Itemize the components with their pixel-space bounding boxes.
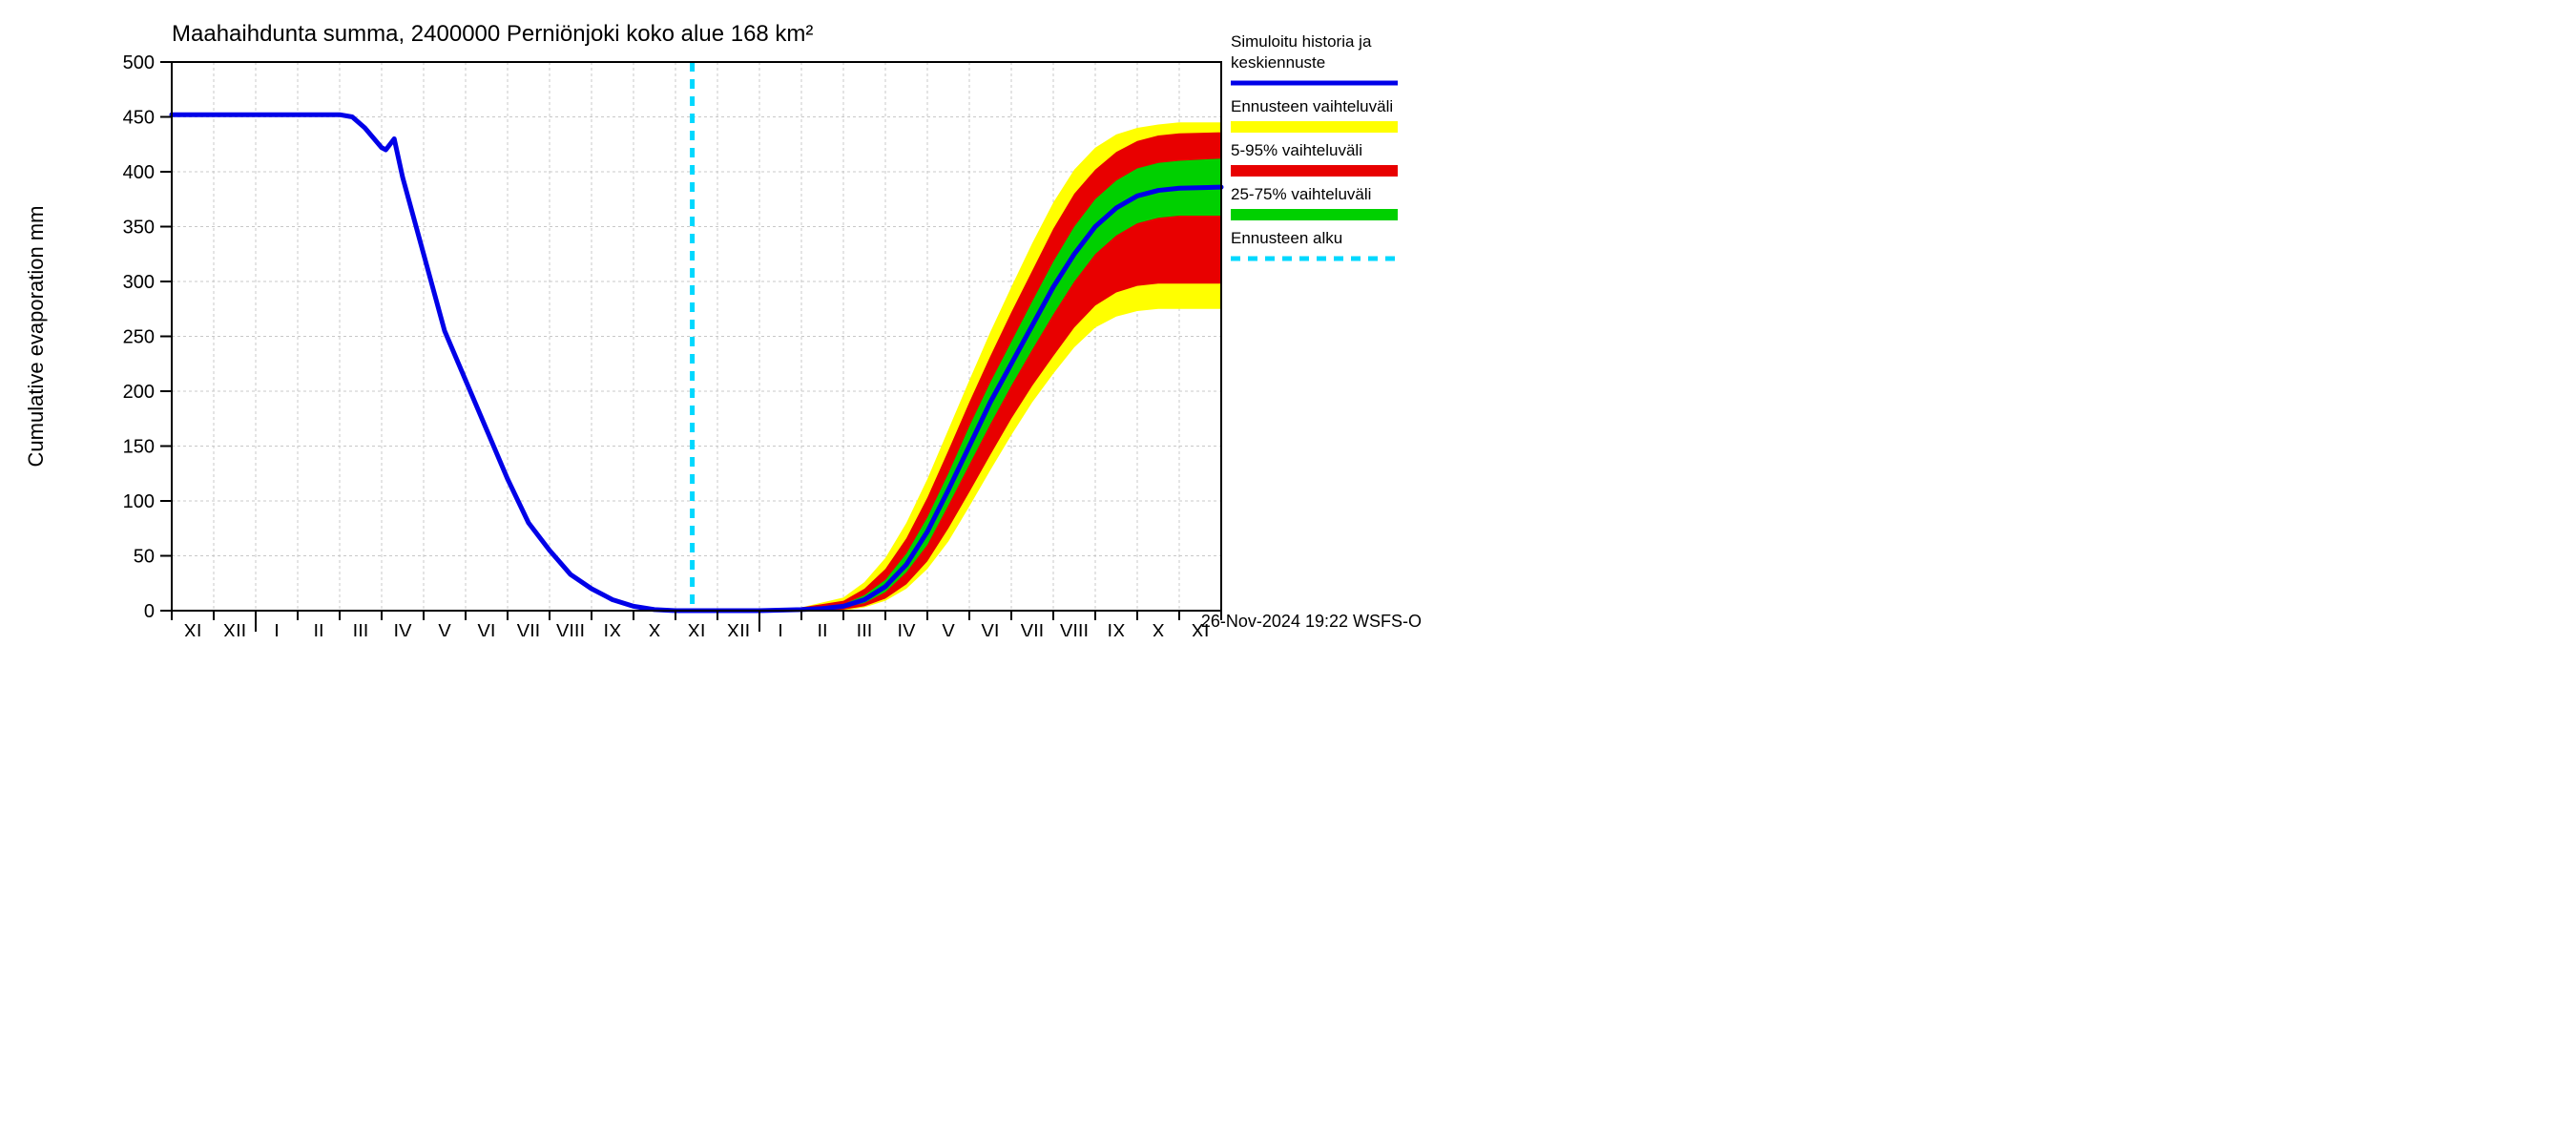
- x-month-label: IV: [898, 621, 917, 636]
- legend-label: Simuloitu historia ja: [1231, 32, 1372, 51]
- x-month-label: I: [778, 621, 783, 636]
- chart-title: Maahaihdunta summa, 2400000 Perniönjoki …: [172, 21, 813, 47]
- x-month-label: VIII: [556, 621, 585, 636]
- y-tick-label: 400: [123, 162, 155, 183]
- y-tick-label: 0: [144, 601, 155, 622]
- x-month-label: VI: [982, 621, 1000, 636]
- x-month-label: V: [942, 621, 955, 636]
- x-month-label: III: [857, 621, 873, 636]
- y-tick-label: 200: [123, 382, 155, 403]
- legend-swatch: [1231, 165, 1398, 177]
- legend-label: Ennusteen vaihteluväli: [1231, 97, 1393, 115]
- x-month-label: V: [438, 621, 451, 636]
- y-ticks: 0 50 100 150 200 250 300 350 400 450 500: [123, 52, 172, 622]
- x-month-label: XI: [184, 621, 202, 636]
- x-month-label: VI: [478, 621, 496, 636]
- x-month-label: IX: [1108, 621, 1126, 636]
- x-month-label: VII: [517, 621, 540, 636]
- footer-timestamp: 26-Nov-2024 19:22 WSFS-O: [1201, 612, 1422, 631]
- x-month-label: III: [353, 621, 369, 636]
- chart-container: 050100150200250300350400450500XIXIIIIIII…: [0, 0, 1431, 636]
- legend-label: 5-95% vaihteluväli: [1231, 141, 1362, 159]
- y-tick-label: 250: [123, 327, 155, 348]
- legend-label: Ennusteen alku: [1231, 229, 1342, 247]
- x-month-label: VII: [1021, 621, 1044, 636]
- legend: Simuloitu historia ja keskiennuste Ennuste…: [1231, 32, 1398, 259]
- chart-svg: 050100150200250300350400450500XIXIIIIIII…: [0, 0, 1431, 636]
- x-month-label: X: [1152, 621, 1164, 636]
- y-tick-label: 150: [123, 437, 155, 458]
- legend-swatch: [1231, 121, 1398, 133]
- y-tick-label: 350: [123, 218, 155, 239]
- legend-swatch: [1231, 209, 1398, 220]
- y-tick-label: 500: [123, 52, 155, 73]
- x-ticks: XIXIIIIIIIIIVVVIVIIVIIIIXXXIXIIIIIIIIIVV…: [172, 611, 1221, 636]
- x-month-label: IV: [394, 621, 413, 636]
- x-month-label: X: [648, 621, 660, 636]
- y-axis-label: Cumulative evaporation mm: [24, 206, 48, 468]
- x-month-label: II: [313, 621, 323, 636]
- x-month-label: II: [817, 621, 827, 636]
- x-month-label: XII: [223, 621, 246, 636]
- x-month-label: XI: [688, 621, 706, 636]
- legend-label: 25-75% vaihteluväli: [1231, 185, 1371, 203]
- legend-label: keskiennuste: [1231, 53, 1325, 72]
- y-tick-label: 50: [134, 547, 155, 568]
- x-month-label: XII: [727, 621, 750, 636]
- y-tick-label: 450: [123, 108, 155, 129]
- history-line: [172, 114, 693, 611]
- y-tick-label: 300: [123, 272, 155, 293]
- x-month-label: VIII: [1060, 621, 1089, 636]
- x-month-label: IX: [604, 621, 622, 636]
- y-tick-label: 100: [123, 491, 155, 512]
- x-month-label: I: [274, 621, 280, 636]
